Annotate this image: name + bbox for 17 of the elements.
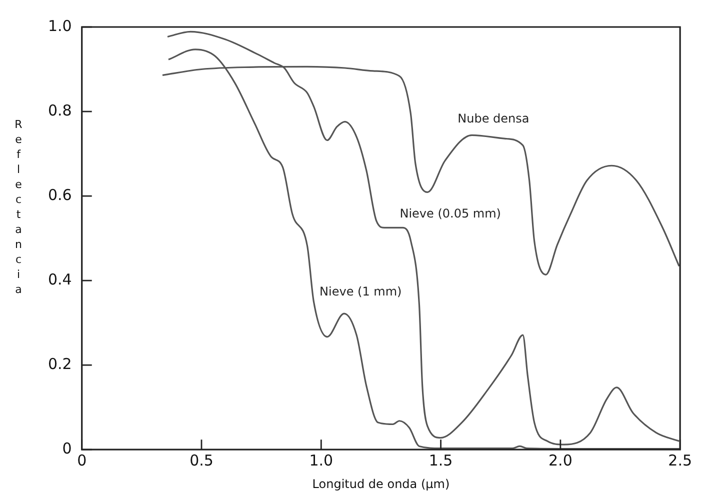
- y-axis-title: Reflectancia: [11, 118, 26, 298]
- x-tick-label: 1.5: [428, 451, 453, 470]
- series-label: Nieve (1 mm): [320, 284, 402, 299]
- y-tick-label: 0.6: [48, 186, 72, 204]
- y-tick-label: 0.4: [48, 270, 72, 288]
- x-tick-label: 0.5: [190, 451, 214, 470]
- x-tick-label: 0: [77, 451, 87, 470]
- y-tick-label: 0.2: [48, 354, 72, 373]
- x-tick-label: 2.5: [668, 451, 692, 470]
- x-axis-title: Longitud de onda (µm): [312, 476, 450, 491]
- y-tick-label: 1.0: [48, 16, 72, 35]
- x-tick-label: 2.0: [548, 451, 572, 470]
- y-tick-label: 0: [62, 439, 72, 458]
- y-tick-label: 0.8: [48, 101, 72, 120]
- series-label: Nieve (0.05 mm): [400, 206, 501, 220]
- series-label: Nube densa: [458, 111, 530, 126]
- x-tick-label: 1.0: [309, 451, 334, 470]
